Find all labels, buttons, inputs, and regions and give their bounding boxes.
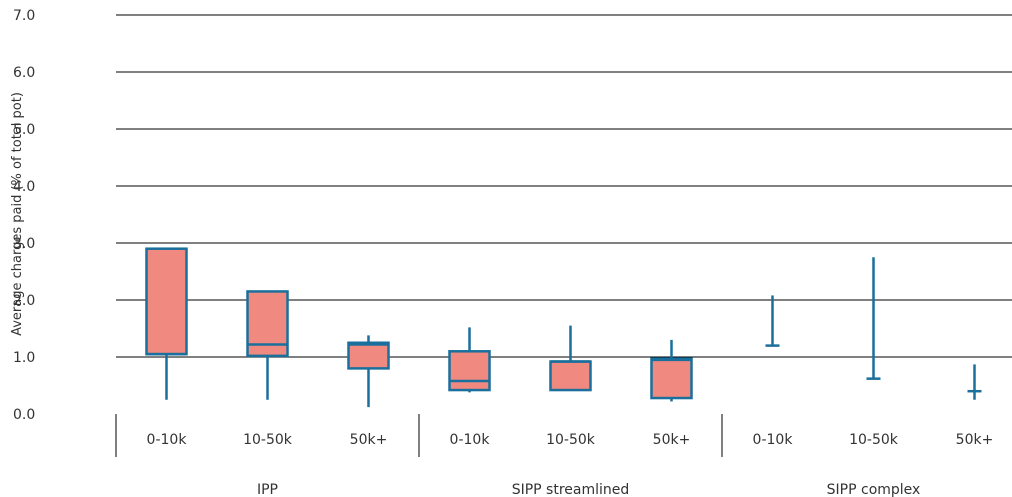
- box: [448, 350, 491, 392]
- box-ipp-0-10k: [145, 247, 188, 400]
- box-ipp-50k+: [347, 335, 390, 408]
- box: [145, 247, 188, 356]
- group-label: SIPP complex: [827, 482, 921, 497]
- box-sipp-complex-10-50k: [866, 257, 881, 380]
- category-label: 10-50k: [849, 432, 899, 448]
- y-tick-label: 3.0: [13, 236, 35, 252]
- boxes: [145, 247, 982, 408]
- category-label: 0-10k: [147, 432, 188, 448]
- box-ipp-10-50k: [246, 290, 289, 400]
- box-sipp-complex-50k+: [967, 364, 982, 400]
- y-tick-label: 5.0: [13, 122, 35, 138]
- group-label: IPP: [257, 482, 278, 497]
- y-tick-label: 7.0: [13, 8, 35, 24]
- y-axis-ticks: 0.0 1.0 2.0 3.0 4.0 5.0 6.0 7.0: [13, 8, 35, 423]
- y-axis-label: Average charges paid (% of total pot): [10, 92, 25, 336]
- category-label: 0-10k: [450, 432, 491, 448]
- category-label: 50k+: [653, 432, 691, 448]
- box: [347, 341, 390, 370]
- box-sipp-complex-0-10k: [765, 295, 780, 347]
- category-label: 10-50k: [546, 432, 596, 448]
- box: [650, 357, 693, 400]
- category-label: 0-10k: [753, 432, 794, 448]
- box: [549, 360, 592, 392]
- y-tick-label: 4.0: [13, 179, 35, 195]
- y-tick-label: 0.0: [13, 407, 35, 423]
- box-sipp-streamlined-0-10k: [448, 327, 491, 393]
- x-axis: IPP 0-10k 10-50k 50k+ SIPP streamlined 0-10k 1…: [115, 414, 994, 497]
- y-tick-label: 2.0: [13, 293, 35, 309]
- box-sipp-streamlined-50k+: [650, 339, 693, 402]
- box-sipp-streamlined-10-50k: [549, 325, 592, 392]
- y-tick-label: 6.0: [13, 65, 35, 81]
- category-label: 50k+: [956, 432, 994, 448]
- group-label: SIPP streamlined: [512, 482, 630, 497]
- category-label: 10-50k: [243, 432, 293, 448]
- category-label: 50k+: [350, 432, 388, 448]
- y-tick-label: 1.0: [13, 350, 35, 366]
- box: [246, 290, 289, 358]
